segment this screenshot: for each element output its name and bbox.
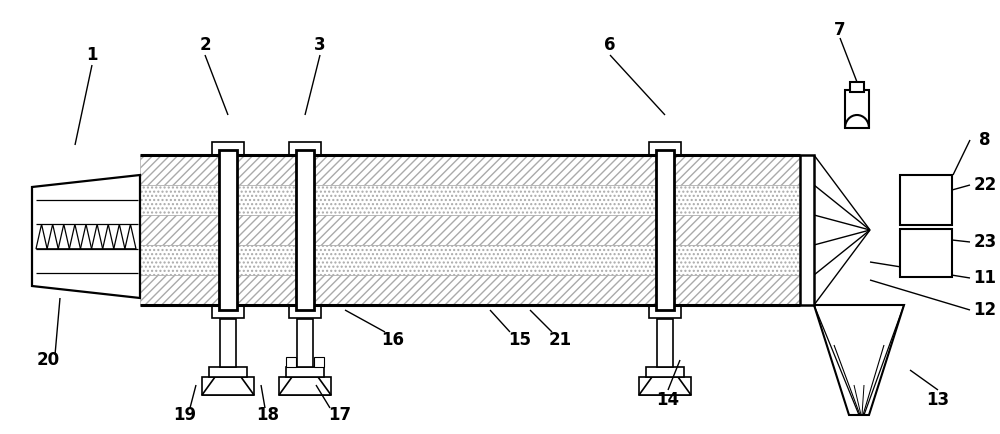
Text: 23: 23 [973, 233, 997, 251]
Bar [900, 229, 952, 277]
Bar [202, 377, 254, 395]
Bar [220, 319, 236, 367]
Bar [140, 245, 800, 275]
Text: 12: 12 [973, 301, 997, 319]
Bar [286, 367, 324, 377]
Bar [140, 275, 800, 305]
Bar [279, 377, 331, 395]
Text: 14: 14 [656, 391, 680, 409]
Bar [140, 185, 800, 215]
Bar [845, 90, 869, 128]
Bar [289, 142, 321, 155]
Bar [289, 305, 321, 318]
Bar [657, 319, 673, 367]
Bar [286, 357, 296, 367]
Bar [209, 367, 247, 377]
Bar [314, 357, 324, 367]
Bar [296, 150, 314, 310]
Bar [649, 142, 681, 155]
Polygon shape [639, 377, 691, 395]
Bar [297, 319, 313, 367]
Text: 7: 7 [834, 21, 846, 39]
Text: 13: 13 [926, 391, 950, 409]
Text: 18: 18 [256, 406, 280, 424]
Text: 17: 17 [328, 406, 352, 424]
Polygon shape [202, 377, 254, 395]
Text: 16: 16 [382, 331, 404, 349]
Bar [212, 305, 244, 318]
Bar [140, 155, 800, 185]
Text: 1: 1 [86, 46, 98, 64]
Bar [656, 150, 674, 310]
Text: 8: 8 [979, 131, 991, 149]
Polygon shape [814, 305, 904, 415]
Bar [900, 175, 952, 225]
Text: 6: 6 [604, 36, 616, 54]
Text: 19: 19 [173, 406, 197, 424]
Bar [140, 215, 800, 245]
Text: 11: 11 [974, 269, 996, 287]
Text: 2: 2 [199, 36, 211, 54]
Bar [212, 142, 244, 155]
Bar [219, 150, 237, 310]
Text: 15: 15 [509, 331, 532, 349]
Bar [649, 305, 681, 318]
Bar [646, 367, 684, 377]
Text: 22: 22 [973, 176, 997, 194]
Text: 3: 3 [314, 36, 326, 54]
Bar [850, 82, 864, 92]
Bar [800, 155, 814, 305]
Polygon shape [32, 175, 140, 298]
Polygon shape [279, 377, 331, 395]
Text: 20: 20 [36, 351, 60, 369]
Text: 21: 21 [548, 331, 572, 349]
Bar [639, 377, 691, 395]
